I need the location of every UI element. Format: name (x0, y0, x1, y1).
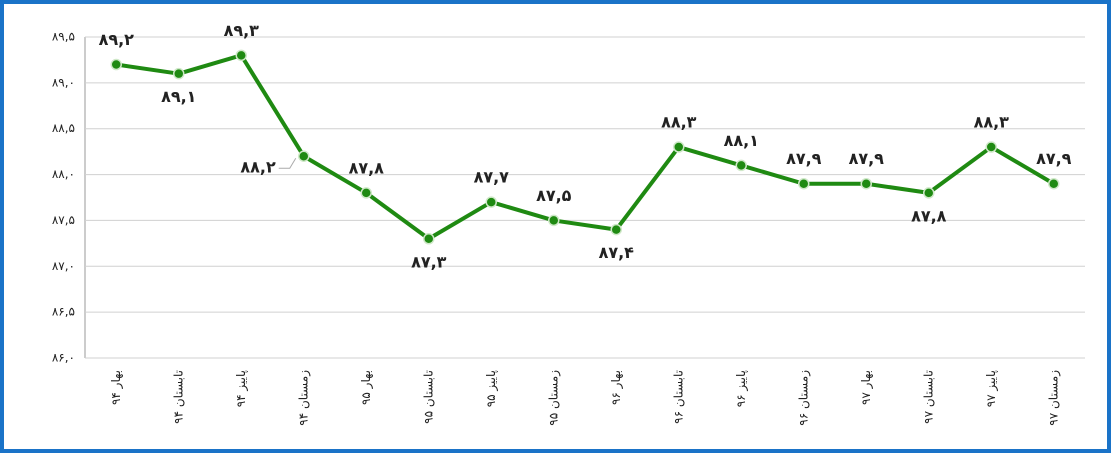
y-tick-label: ۸۷,۵ (52, 213, 75, 227)
y-tick-label: ۸۹,۰ (52, 75, 75, 89)
point (860, 177, 872, 190)
x-tick-label: زمستان ۹۴ (296, 370, 311, 426)
point (1048, 177, 1060, 190)
point (173, 67, 185, 80)
x-tick-label: تابستان ۹۵ (421, 370, 435, 424)
x-tick-label: زمستان ۹۵ (546, 370, 561, 426)
y-tick-label: ۸۷,۰ (52, 259, 75, 273)
point (360, 187, 372, 199)
x-tick-label: تابستان ۹۷ (921, 370, 935, 424)
x-tick-label: پاییز ۹۴ (234, 370, 249, 407)
x-tick-label: بهار ۹۴ (109, 370, 124, 405)
y-tick-label: ۸۹,۵ (52, 30, 75, 44)
x-tick-label: پاییز ۹۵ (484, 370, 499, 407)
value-label: ۸۸,۱ (724, 131, 759, 150)
leader-line (278, 157, 297, 169)
value-label: ۸۸,۳ (661, 113, 697, 132)
line (115, 53, 1055, 241)
x-tick-label: بهار ۹۶ (609, 370, 624, 405)
value-label: ۸۹,۳ (224, 21, 260, 40)
x-tick-label: بهار ۹۵ (359, 370, 374, 405)
value-label: ۸۷,۳ (411, 252, 447, 271)
y-tick-label: ۸۶,۰ (52, 351, 75, 365)
value-label: ۸۸,۳ (974, 113, 1010, 132)
value-label: ۸۷,۹ (849, 149, 885, 168)
point (985, 141, 997, 153)
value-label: ۸۷,۹ (1036, 149, 1072, 168)
y-tick-label: ۸۸,۰ (52, 167, 75, 181)
x-tick-label: پاییز ۹۷ (984, 370, 999, 407)
value-label: ۸۷,۵ (536, 186, 572, 205)
value-label: ۸۹,۱ (161, 87, 196, 106)
value-label: ۸۹,۲ (99, 30, 135, 49)
x-tick-label: پاییز ۹۶ (734, 370, 749, 407)
x-tick-label: زمستان ۹۶ (796, 370, 811, 426)
value-label: ۸۷,۸ (911, 206, 947, 225)
point (423, 233, 435, 245)
point (673, 141, 685, 153)
value-label: ۸۷,۹ (786, 149, 822, 168)
point (798, 177, 810, 190)
point (235, 49, 247, 62)
x-tick-label: زمستان ۹۷ (1046, 370, 1061, 426)
x-tick-label: تابستان ۹۴ (171, 370, 185, 424)
value-label: ۸۷,۷ (474, 168, 510, 187)
point (298, 150, 310, 162)
x-tick-label: بهار ۹۷ (859, 370, 874, 405)
point (110, 58, 122, 71)
value-label: ۸۷,۸ (349, 158, 385, 177)
point (548, 214, 560, 227)
point (735, 159, 747, 172)
value-label: ۸۷,۴ (599, 243, 635, 262)
point (923, 187, 935, 199)
y-tick-label: ۸۶,۵ (52, 305, 75, 319)
point (485, 196, 497, 208)
y-tick-label: ۸۸,۵ (52, 121, 75, 135)
value-label: ۸۸,۲ (240, 158, 276, 177)
x-tick-label: تابستان ۹۶ (671, 370, 685, 424)
point (610, 223, 622, 236)
